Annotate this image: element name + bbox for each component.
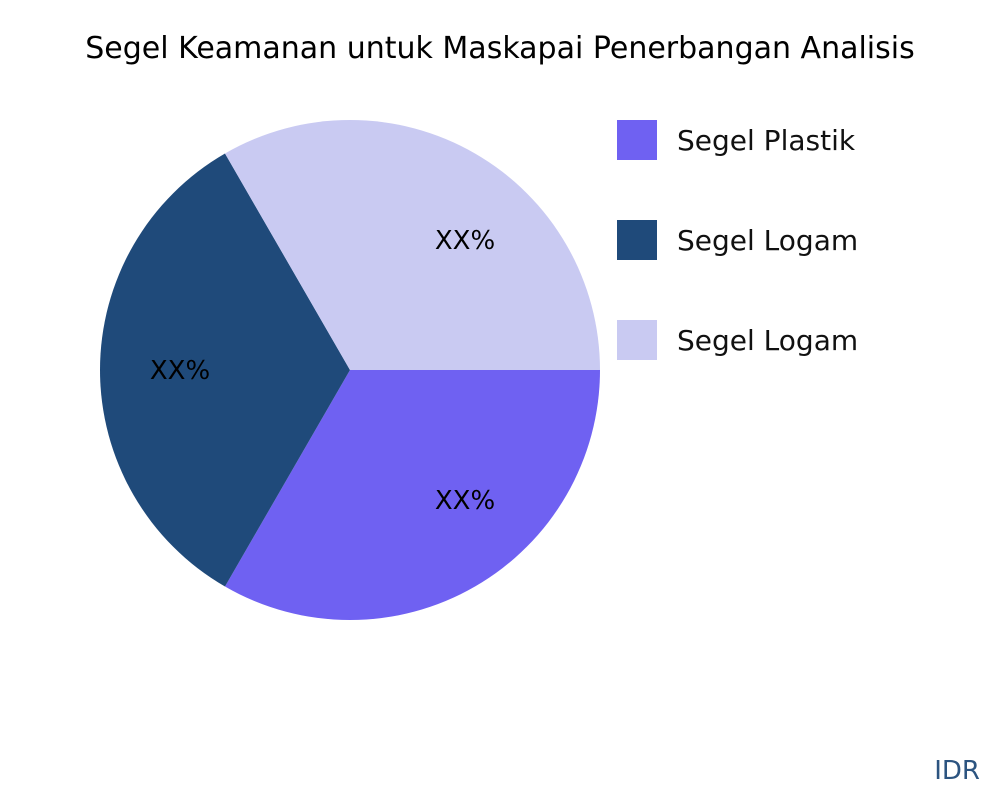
legend-label: Segel Plastik — [677, 124, 856, 157]
credit-text: IDR — [934, 756, 980, 786]
pie-slice — [225, 370, 600, 620]
legend: Segel Plastik Segel Logam Segel Logam — [617, 120, 858, 360]
legend-label: Segel Logam — [677, 224, 858, 257]
legend-swatch — [617, 120, 657, 160]
pie-slices — [100, 119, 600, 620]
pie-slice — [225, 119, 600, 370]
slice-labels: XX% XX% XX% — [150, 226, 495, 516]
slice-label: XX% — [150, 356, 210, 386]
legend-swatch — [617, 320, 657, 360]
slice-label: XX% — [435, 486, 495, 516]
slice-label: XX% — [435, 226, 495, 256]
legend-swatch — [617, 220, 657, 260]
legend-label: Segel Logam — [677, 324, 858, 357]
chart-title: Segel Keamanan untuk Maskapai Penerbanga… — [85, 31, 914, 66]
